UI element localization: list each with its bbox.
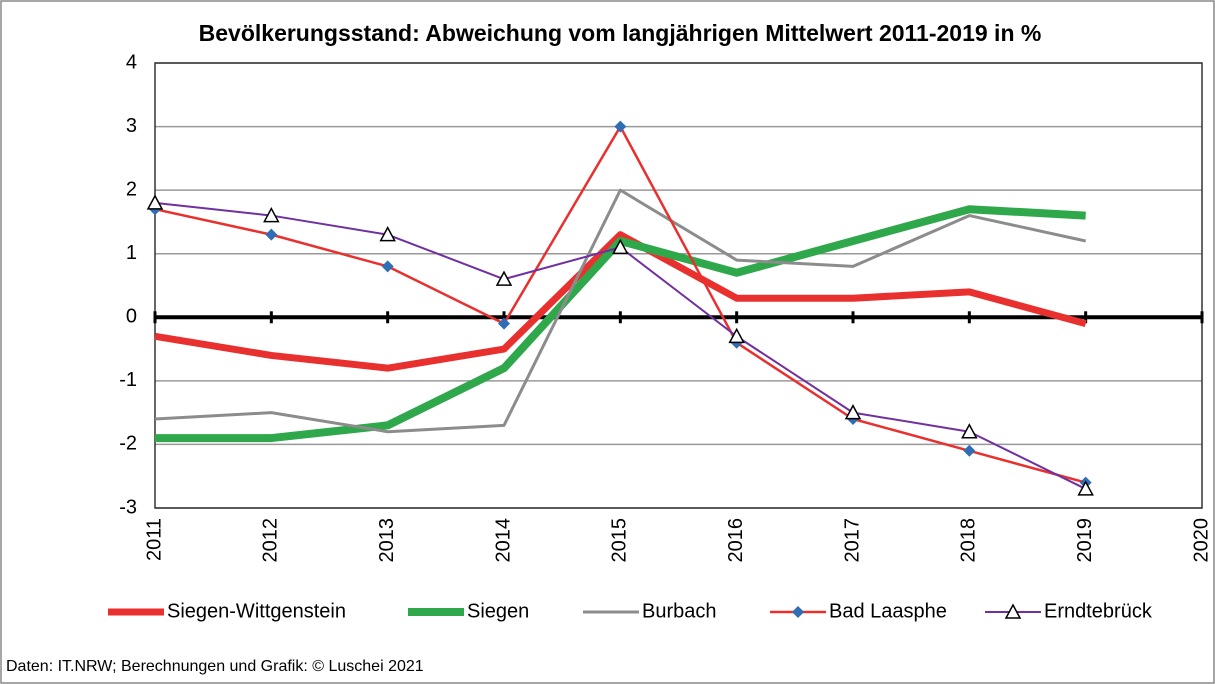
legend-label: Burbach: [642, 600, 717, 622]
point-marker: [498, 317, 510, 330]
point-marker: [728, 327, 745, 344]
point-marker: [146, 194, 164, 210]
x-tick-label: 2014: [492, 518, 514, 563]
point-marker: [963, 444, 976, 457]
point-marker: [961, 423, 978, 439]
point-marker: [379, 226, 396, 242]
x-tick-label: 2013: [376, 518, 398, 563]
point-marker: [1077, 480, 1094, 496]
point-marker: [265, 228, 278, 241]
legend-label: Siegen-Wittgenstein: [167, 600, 346, 622]
chart-title: Bevölkerungsstand: Abweichung vom langjä…: [199, 20, 1042, 46]
legend-label: Bad Laasphe: [829, 600, 947, 622]
point-marker: [381, 260, 394, 273]
x-tick-label: 2012: [260, 518, 282, 563]
x-tick-label: 2011: [143, 518, 165, 561]
plot-border: [154, 62, 1203, 509]
series-line: [154, 188, 1086, 434]
y-tick-label: -3: [119, 496, 137, 518]
x-tick-label: 2018: [958, 518, 980, 563]
y-tick-label: 4: [126, 51, 137, 73]
y-tick-label: 0: [126, 306, 137, 328]
point-marker: [495, 270, 513, 286]
point-marker: [844, 404, 862, 420]
legend-label: Siegen: [467, 600, 529, 622]
legend-marker: [792, 606, 804, 618]
y-tick-label: 1: [126, 242, 137, 264]
legend-marker: [1004, 603, 1022, 619]
series-line: [154, 231, 1087, 372]
point-marker: [612, 238, 629, 255]
point-marker: [614, 120, 627, 133]
y-tick-label: 2: [126, 178, 137, 200]
x-tick-label: 2015: [609, 518, 631, 563]
y-tick-label: -2: [119, 433, 137, 455]
legend-label: Erndtebrück: [1044, 600, 1153, 622]
source-note: Daten: IT.NRW; Berechnungen und Grafik: …: [6, 658, 424, 675]
point-marker: [263, 206, 280, 223]
y-tick-label: 3: [126, 115, 137, 137]
y-tick-label: -1: [119, 369, 137, 391]
x-tick-label: 2020: [1190, 518, 1212, 563]
x-tick-label: 2016: [725, 518, 747, 563]
x-tick-label: 2019: [1074, 518, 1096, 563]
x-tick-label: 2017: [841, 518, 863, 563]
